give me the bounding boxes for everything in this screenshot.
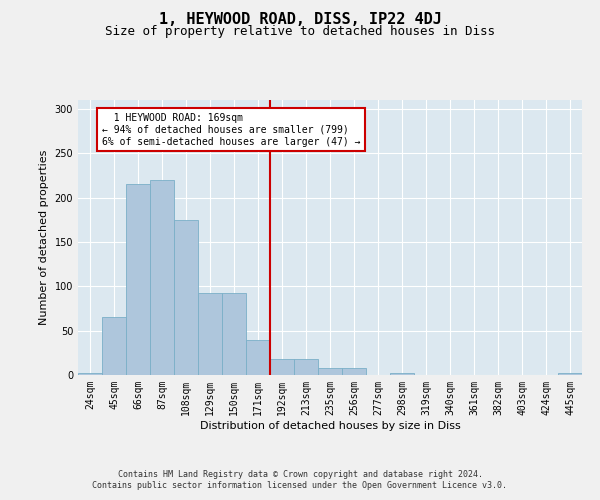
Bar xyxy=(294,359,318,375)
Bar xyxy=(78,373,102,375)
Bar xyxy=(126,184,150,375)
Text: Contains HM Land Registry data © Crown copyright and database right 2024.: Contains HM Land Registry data © Crown c… xyxy=(118,470,482,479)
X-axis label: Distribution of detached houses by size in Diss: Distribution of detached houses by size … xyxy=(200,420,460,430)
Bar xyxy=(174,220,198,375)
Bar xyxy=(390,373,414,375)
Bar xyxy=(342,368,366,375)
Bar xyxy=(198,292,222,375)
Bar xyxy=(246,340,270,375)
Text: 1 HEYWOOD ROAD: 169sqm
← 94% of detached houses are smaller (799)
6% of semi-det: 1 HEYWOOD ROAD: 169sqm ← 94% of detached… xyxy=(102,114,361,146)
Text: Contains public sector information licensed under the Open Government Licence v3: Contains public sector information licen… xyxy=(92,481,508,490)
Bar xyxy=(102,318,126,375)
Bar xyxy=(150,180,174,375)
Bar xyxy=(318,368,342,375)
Bar xyxy=(558,373,582,375)
Text: 1, HEYWOOD ROAD, DISS, IP22 4DJ: 1, HEYWOOD ROAD, DISS, IP22 4DJ xyxy=(158,12,442,28)
Bar xyxy=(270,359,294,375)
Y-axis label: Number of detached properties: Number of detached properties xyxy=(39,150,49,325)
Bar xyxy=(222,292,246,375)
Text: Size of property relative to detached houses in Diss: Size of property relative to detached ho… xyxy=(105,25,495,38)
